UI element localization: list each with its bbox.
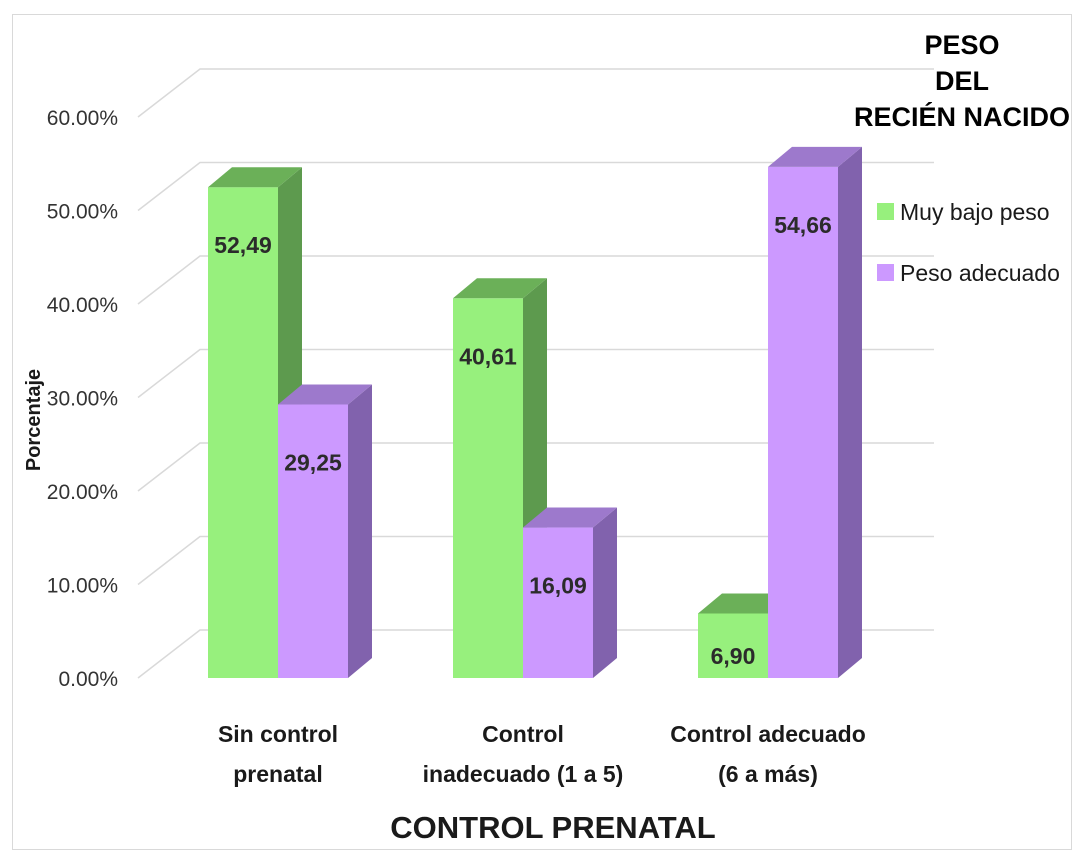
legend-swatch (877, 203, 894, 220)
bar-front (523, 527, 593, 678)
bar-top (523, 507, 617, 528)
x-axis-title: CONTROL PRENATAL (390, 810, 716, 845)
y-tick-label: 20.00% (47, 481, 118, 504)
bar (208, 167, 302, 678)
legend-swatch (877, 264, 894, 281)
bar-front (698, 613, 768, 678)
data-labels: 52,49 29,25 40,61 16,09 6,90 54,66 (214, 212, 832, 669)
bar-front (768, 166, 838, 678)
bar (523, 507, 617, 678)
x-tick-label: Sin control (218, 721, 338, 747)
y-axis-title: Porcentaje (23, 369, 45, 471)
bar (278, 384, 372, 678)
gridline (137, 255, 934, 305)
x-axis-categories: Sin control prenatal Control inadecuado (1 … (218, 721, 866, 787)
data-label: 6,90 (711, 643, 756, 669)
legend-title: DEL (935, 66, 989, 96)
y-tick-label: 0.00% (58, 668, 118, 691)
bar-front (453, 298, 523, 678)
legend-label: Peso adecuado (900, 260, 1060, 286)
y-tick-label: 30.00% (47, 388, 118, 411)
bar-top (208, 167, 302, 188)
x-tick-label: prenatal (233, 761, 322, 787)
legend-label: Muy bajo peso (900, 199, 1050, 225)
gridlines (137, 68, 934, 679)
legend-title: RECIÉN NACIDO (854, 101, 1070, 132)
y-tick-label: 10.00% (47, 575, 118, 598)
bar-front (278, 404, 348, 678)
data-label: 29,25 (284, 450, 342, 476)
x-tick-label: inadecuado (1 a 5) (423, 761, 624, 787)
bar-side (348, 384, 372, 678)
legend-item: Peso adecuado (877, 260, 1060, 286)
y-tick-label: 40.00% (47, 294, 118, 317)
bar-top (453, 278, 547, 299)
data-label: 40,61 (459, 343, 517, 369)
gridline (137, 629, 934, 679)
gridline (137, 348, 934, 399)
gridline (137, 535, 934, 586)
y-axis-ticks: 0.00% 10.00% 20.00% 30.00% 40.00% 50.00% 60.00… (47, 107, 118, 691)
legend: PESO DEL RECIÉN NACIDO Muy bajo peso Peso ad… (854, 30, 1070, 286)
bar-top (768, 146, 862, 167)
data-label: 16,09 (529, 573, 587, 599)
y-tick-label: 50.00% (47, 201, 118, 224)
y-tick-label: 60.00% (47, 107, 118, 130)
bar-side (838, 146, 862, 678)
data-label: 52,49 (214, 232, 272, 258)
gridline (137, 442, 934, 492)
bar-front (208, 187, 278, 678)
legend-title: PESO (924, 30, 999, 60)
legend-item: Muy bajo peso (877, 199, 1050, 225)
bar-top (278, 384, 372, 405)
x-tick-label: Control (482, 721, 564, 747)
bar (453, 278, 547, 678)
x-tick-label: (6 a más) (718, 761, 818, 787)
x-tick-label: Control adecuado (670, 721, 866, 747)
bars (208, 146, 862, 678)
bar (768, 146, 862, 678)
gridline (137, 161, 934, 212)
data-label: 54,66 (774, 212, 832, 238)
bar-side (593, 507, 617, 678)
gridline (137, 68, 934, 118)
